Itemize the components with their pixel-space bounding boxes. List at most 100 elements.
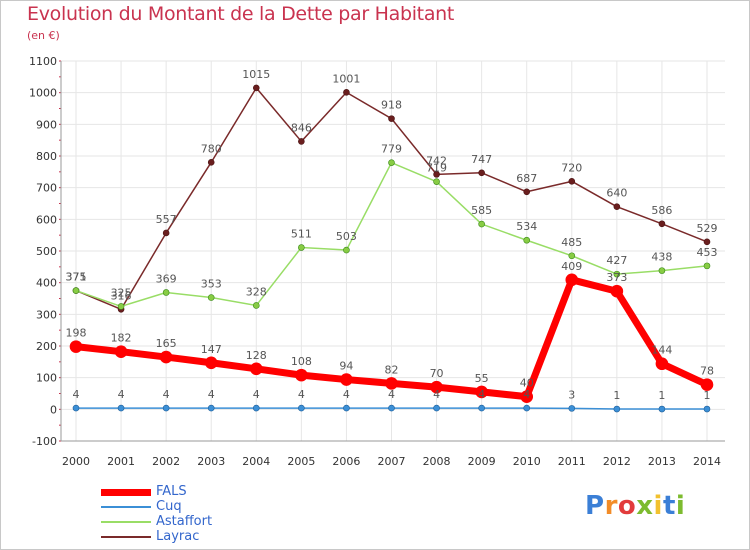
data-point-fals: [385, 377, 398, 390]
y-minor-tick: [59, 187, 61, 189]
y-minor-tick: [59, 139, 61, 141]
data-point-cuq: [703, 405, 711, 413]
data-label-cuq: 4: [118, 388, 125, 401]
data-label-fals: 147: [201, 343, 222, 356]
data-point-astaffort: [207, 294, 215, 301]
y-tick-label: 800: [36, 150, 57, 163]
y-minor-tick: [59, 393, 61, 394]
y-minor-tick: [59, 76, 61, 78]
data-point-cuq: [523, 404, 531, 412]
data-point-layrac: [703, 238, 711, 246]
y-tick-label: 400: [36, 277, 57, 290]
data-point-cuq: [252, 404, 260, 412]
data-label-layrac: 1001: [332, 72, 360, 85]
data-label-astaffort: 534: [516, 220, 537, 233]
y-minor-tick: [59, 92, 61, 94]
data-label-fals: 94: [339, 360, 353, 373]
x-tick-label: 2005: [287, 455, 315, 468]
data-label-layrac: 529: [697, 222, 718, 235]
data-label-fals: 373: [606, 271, 627, 284]
data-point-cuq: [72, 404, 80, 412]
data-point-astaffort: [72, 287, 80, 294]
data-point-layrac: [478, 169, 485, 177]
x-tick-label: 2008: [423, 455, 451, 468]
y-minor-tick: [59, 123, 61, 125]
data-label-fals: 78: [700, 365, 714, 378]
legend-label: Layrac: [156, 529, 200, 544]
data-label-astaffort: 719: [426, 162, 447, 175]
data-point-cuq: [207, 404, 215, 412]
y-tick-label: 600: [36, 213, 57, 226]
y-minor-tick: [59, 282, 61, 284]
data-label-fals: 82: [385, 363, 399, 376]
data-point-layrac: [613, 203, 621, 210]
data-label-cuq: 4: [388, 388, 395, 401]
data-label-layrac: 557: [156, 213, 177, 226]
y-minor-tick: [59, 440, 61, 442]
y-minor-tick: [59, 313, 61, 315]
data-label-fals: 55: [475, 372, 489, 385]
chart-title: Evolution du Montant de la Dette par Hab…: [27, 3, 455, 25]
data-point-cuq: [117, 404, 125, 412]
data-point-layrac: [523, 188, 531, 196]
data-label-layrac: 720: [561, 161, 582, 174]
data-point-astaffort: [613, 270, 621, 278]
data-point-cuq: [433, 404, 440, 412]
data-label-astaffort: 485: [561, 236, 582, 249]
data-label-cuq: 1: [704, 389, 711, 402]
legend-swatch: [101, 488, 151, 496]
legend-item-layrac: Layrac: [101, 529, 261, 545]
legend-label: Astaffort: [156, 514, 213, 529]
x-tick-label: 2010: [513, 455, 541, 468]
x-tick-label: 2012: [603, 455, 631, 468]
data-label-astaffort: 503: [336, 230, 357, 243]
data-label-cuq: 1: [658, 389, 665, 402]
data-label-astaffort: 325: [111, 286, 132, 299]
data-label-fals: 198: [66, 327, 87, 340]
legend-item-astaffort: Astaffort: [101, 514, 261, 530]
data-point-layrac: [658, 220, 666, 228]
data-point-fals: [295, 368, 308, 382]
data-label-cuq: 4: [523, 388, 530, 401]
data-point-astaffort: [658, 267, 666, 274]
y-minor-tick: [59, 203, 61, 204]
data-label-layrac: 1015: [242, 68, 270, 81]
x-tick-label: 2000: [62, 455, 90, 468]
y-minor-tick: [59, 171, 61, 173]
y-minor-tick: [59, 218, 61, 220]
series-layer: [69, 84, 714, 413]
data-point-cuq: [568, 405, 576, 412]
legend-swatch: [101, 536, 151, 538]
data-label-layrac: 747: [471, 153, 492, 166]
proxiti-logo: Proxiti: [585, 491, 685, 521]
data-point-fals: [249, 362, 263, 376]
y-minor-tick: [59, 329, 61, 331]
y-minor-tick: [59, 266, 61, 268]
data-label-layrac: 742: [426, 154, 447, 167]
data-label-fals: 409: [561, 260, 582, 273]
legend-item-cuq: Cuq: [101, 499, 261, 515]
data-point-astaffort: [343, 246, 350, 254]
data-label-cuq: 4: [298, 388, 305, 401]
data-label-astaffort: 369: [156, 272, 177, 285]
data-label-astaffort: 375: [66, 271, 87, 284]
data-label-layrac: 371: [66, 271, 87, 284]
data-label-astaffort: 427: [606, 254, 627, 267]
data-label-cuq: 4: [73, 388, 80, 401]
data-label-fals: 108: [291, 355, 312, 368]
data-point-layrac: [343, 89, 350, 96]
x-tick-label: 2014: [693, 455, 721, 468]
y-minor-tick: [59, 108, 61, 109]
data-point-layrac: [568, 178, 576, 185]
data-label-astaffort: 438: [651, 251, 672, 264]
data-point-cuq: [478, 404, 485, 412]
data-label-fals: 40: [520, 377, 534, 390]
data-point-astaffort: [433, 178, 440, 185]
data-point-cuq: [298, 404, 305, 412]
data-point-layrac: [252, 84, 260, 92]
logo-letter: i: [675, 491, 686, 521]
legend-label: FALS: [156, 484, 187, 499]
legend: FALS Cuq Astaffort Layrac: [101, 484, 261, 545]
y-tick-label: 1100: [29, 55, 57, 68]
